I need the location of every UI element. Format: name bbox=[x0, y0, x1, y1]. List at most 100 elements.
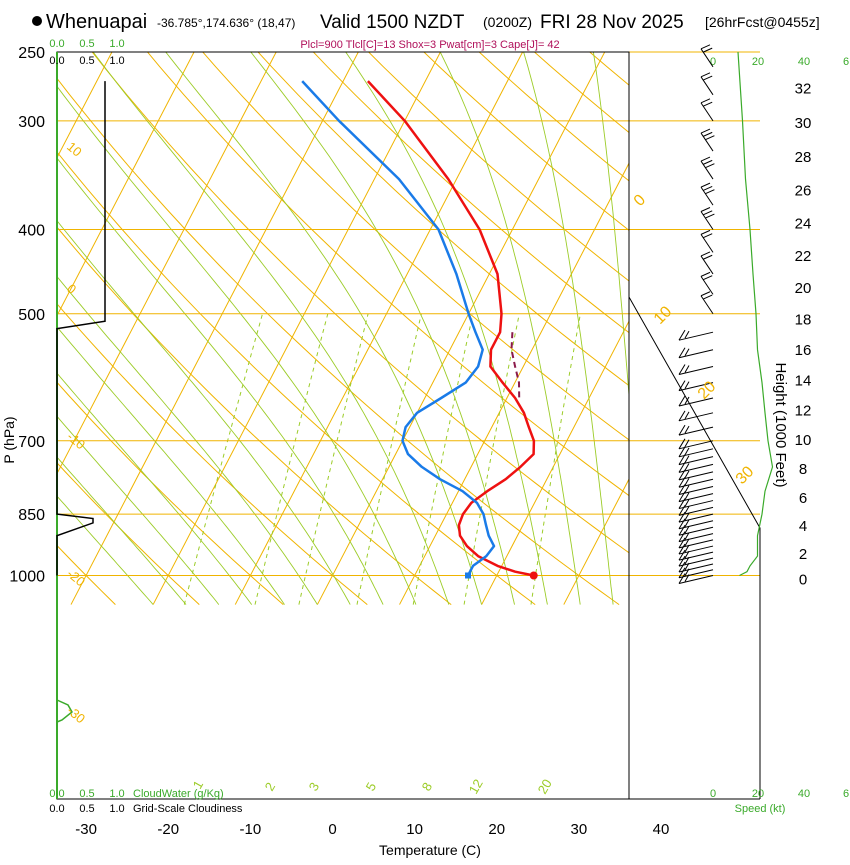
wind-barb-staff bbox=[679, 514, 713, 522]
wind-barb bbox=[701, 207, 714, 229]
isotherm-line bbox=[317, 37, 612, 605]
wind-barb bbox=[679, 556, 713, 566]
dry-adiabat-label: -20 bbox=[64, 566, 88, 590]
wind-barb-staff bbox=[701, 256, 713, 274]
wind-barb-flag bbox=[703, 132, 712, 136]
pressure-tick-label: 1000 bbox=[9, 569, 45, 586]
wind-barb-staff bbox=[679, 367, 713, 375]
wind-barb-flag bbox=[685, 382, 689, 389]
moist-adiabat-line bbox=[519, 37, 613, 605]
moist-adiabat-label: 20 bbox=[695, 378, 720, 403]
wind-barb bbox=[701, 272, 713, 294]
wind-barb bbox=[701, 73, 713, 95]
parcel-path-line bbox=[512, 332, 520, 398]
cloud-bottom-tick-green: 0.0 bbox=[49, 788, 64, 800]
station-dot-icon bbox=[32, 16, 42, 26]
wind-barb bbox=[679, 447, 713, 457]
wind-barb-flag bbox=[703, 186, 712, 190]
wind-barb bbox=[679, 348, 713, 358]
temperature-axis-label: Temperature (C) bbox=[379, 842, 481, 858]
wind-barb-staff bbox=[679, 540, 713, 548]
cloudiness-bottom-tick: 1.0 bbox=[109, 803, 124, 815]
pressure-tick-label: 250 bbox=[18, 45, 45, 62]
dry-adiabat-line bbox=[299, 37, 850, 605]
wind-barb-staff bbox=[679, 350, 713, 358]
wind-barb-staff bbox=[679, 472, 713, 480]
wind-barb-flag bbox=[705, 190, 714, 194]
wind-barb-staff bbox=[701, 133, 713, 151]
wind-barb-flag bbox=[685, 426, 689, 433]
wind-barb bbox=[679, 455, 713, 465]
speed-bottom-tick: 0 bbox=[710, 788, 716, 800]
moist-adiabat-line bbox=[591, 37, 646, 605]
temperature-tick-label: 40 bbox=[653, 821, 670, 838]
wind-barb-flag bbox=[701, 99, 710, 103]
station-coords: -36.785°,174.636° (18,47) bbox=[157, 16, 295, 30]
cloudiness-bottom-tick: 0.5 bbox=[79, 803, 94, 815]
wind-barb bbox=[701, 252, 713, 274]
speed-axis-label: Speed (kt) bbox=[735, 803, 786, 815]
dry-adiabat-label: 10 bbox=[64, 139, 85, 160]
wind-barb-flag bbox=[703, 276, 712, 280]
height-tick-label: 30 bbox=[795, 115, 812, 132]
cloudiness-bottom-tick: 0.0 bbox=[49, 803, 64, 815]
cloud-top-tick-green: 1.0 bbox=[109, 38, 124, 50]
wind-barb-flag bbox=[701, 73, 710, 77]
wind-barb-staff bbox=[679, 449, 713, 457]
height-tick-label: 14 bbox=[795, 373, 812, 390]
wind-barb-staff bbox=[701, 161, 713, 179]
speed-bottom-tick: 40 bbox=[798, 788, 810, 800]
wind-barb-staff bbox=[701, 103, 713, 121]
height-tick-label: 4 bbox=[799, 518, 807, 535]
height-tick-label: 10 bbox=[795, 432, 812, 449]
wind-barb-flag bbox=[685, 412, 689, 419]
plot-frame bbox=[57, 52, 629, 799]
wind-barb-staff bbox=[679, 479, 713, 487]
mixing-ratio-line bbox=[299, 314, 368, 605]
wind-barb bbox=[679, 519, 713, 529]
pressure-tick-label: 400 bbox=[18, 222, 45, 239]
pressure-tick-label: 850 bbox=[18, 507, 45, 524]
dry-adiabat-line bbox=[736, 37, 850, 605]
wind-barb-flag bbox=[703, 234, 712, 238]
height-tick-label: 22 bbox=[795, 248, 812, 265]
wind-barb-staff bbox=[679, 413, 713, 421]
speed-bottom-tick: 20 bbox=[752, 788, 764, 800]
cloud-bottom-tick-green: 0.5 bbox=[79, 788, 94, 800]
height-tick-label: 6 bbox=[799, 490, 807, 507]
temperature-tick-label: 10 bbox=[406, 821, 423, 838]
cloud-top-tick-green: 0.5 bbox=[79, 38, 94, 50]
wind-barb-staff bbox=[679, 464, 713, 472]
station-name: Whenuapai bbox=[46, 11, 147, 33]
wind-barb-flag bbox=[703, 160, 712, 164]
height-tick-label: 2 bbox=[799, 546, 807, 563]
wind-barb-flag bbox=[705, 136, 714, 140]
cloudiness-top-tick: 0.0 bbox=[49, 55, 64, 67]
isotherm-line bbox=[400, 37, 695, 605]
wind-barb bbox=[701, 292, 713, 314]
forecast-date: FRI 28 Nov 2025 bbox=[540, 12, 684, 33]
moist-adiabat-line bbox=[154, 37, 482, 605]
mixing-ratio-label: 5 bbox=[363, 780, 380, 794]
wind-barb bbox=[701, 157, 714, 179]
wind-barb-flag bbox=[685, 493, 689, 500]
wind-barb-flag bbox=[701, 230, 710, 234]
pressure-axis-label: P (hPa) bbox=[1, 416, 17, 463]
wind-barb-flag bbox=[685, 478, 689, 485]
wind-barb-staff bbox=[701, 234, 713, 252]
height-tick-label: 18 bbox=[795, 311, 812, 328]
wind-barb bbox=[701, 129, 714, 151]
wind-barb-flag bbox=[701, 157, 710, 161]
mixing-ratio-line bbox=[255, 314, 328, 605]
speed-top-tick: 20 bbox=[752, 56, 764, 68]
wind-barb-staff bbox=[701, 77, 713, 95]
utc-time: (0200Z) bbox=[483, 14, 532, 30]
wind-barb-staff bbox=[701, 187, 713, 205]
temperature-tick-label: -20 bbox=[157, 821, 179, 838]
wind-barb-flag bbox=[685, 485, 689, 492]
wind-barb bbox=[679, 538, 713, 548]
cloudwater-legend: CloudWater (g/Kg) bbox=[133, 788, 224, 800]
moist-adiabat-label: 0 bbox=[631, 191, 649, 209]
dry-adiabat-label: -10 bbox=[64, 429, 88, 453]
